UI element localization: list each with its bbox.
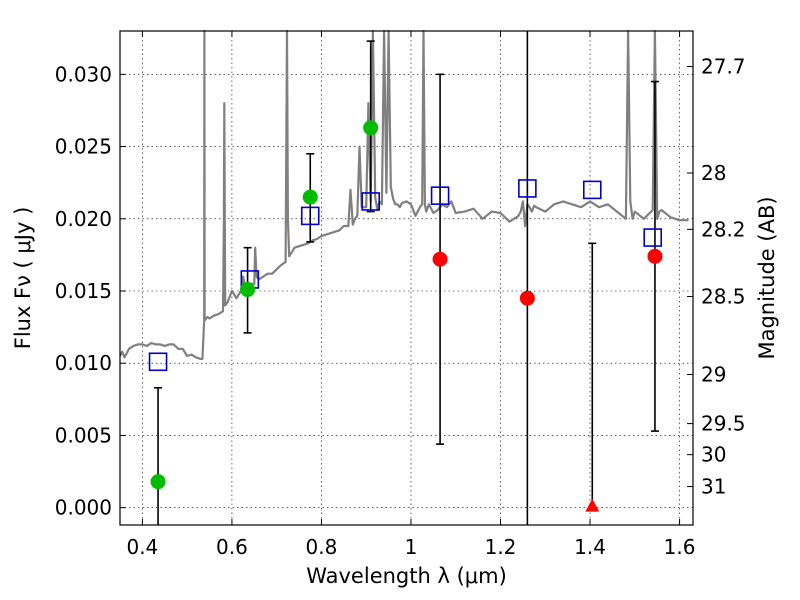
red_points-marker — [519, 290, 535, 306]
y-tick-label: 0.010 — [55, 351, 112, 375]
red_triangle-marker — [585, 498, 600, 512]
right-tick-label: 30 — [701, 443, 726, 467]
y-tick-label: 0.030 — [55, 62, 112, 86]
right-tick-label: 31 — [701, 475, 726, 499]
x-tick-label: 1.4 — [574, 535, 606, 559]
x-tick-label: 1 — [405, 535, 418, 559]
y-tick-label: 0.000 — [55, 496, 112, 520]
data-markers — [148, 120, 663, 512]
right-tick-label: 28.5 — [701, 284, 746, 308]
y-tick-label: 0.005 — [55, 423, 112, 447]
green_points-marker — [363, 120, 379, 136]
red_points-marker — [432, 251, 448, 267]
axis-ticks: 0.4 0.6 0.8 1 1.2 1.4 1.6 0.000 0.005 0.010 0.015 0… — [55, 31, 746, 559]
y-tick-label: 0.015 — [55, 279, 112, 303]
x-axis-label: Wavelength λ (μm) — [306, 564, 507, 588]
x-tick-label: 1.2 — [485, 535, 517, 559]
x-tick-label: 0.8 — [306, 535, 338, 559]
x-tick-label: 1.6 — [664, 535, 696, 559]
plot-frame — [119, 30, 694, 526]
right-tick-label: 27.7 — [701, 55, 746, 79]
right-tick-label: 29 — [701, 362, 726, 386]
y-tick-label: 0.025 — [55, 135, 112, 159]
model_squares-marker — [518, 179, 537, 198]
right-tick-label: 28 — [701, 161, 726, 185]
y-axis-label-right: Magnitude (AB) — [755, 196, 779, 359]
model_squares-marker — [148, 352, 168, 372]
spectrum-path — [119, 29, 689, 360]
x-tick-label: 0.4 — [126, 535, 158, 559]
model_squares-marker — [430, 186, 450, 205]
green_points-marker — [302, 189, 318, 205]
right-tick-label: 29.5 — [701, 412, 746, 436]
model_squares-marker — [361, 192, 380, 211]
right-tick-label: 28.2 — [701, 217, 746, 241]
green_points-marker — [150, 474, 166, 490]
y-tick-label: 0.020 — [55, 207, 112, 231]
model_squares-marker — [300, 206, 320, 226]
y-axis-label-left: Flux Fν ( μJy ) — [11, 207, 35, 350]
x-tick-label: 0.6 — [216, 535, 248, 559]
spectrum-line — [119, 29, 689, 360]
red_points-marker — [647, 248, 663, 264]
error-bars — [154, 31, 659, 525]
grid-lines — [120, 31, 693, 525]
green_points-marker — [240, 282, 256, 298]
model_squares-marker — [582, 180, 602, 200]
model_squares-marker — [643, 228, 663, 247]
